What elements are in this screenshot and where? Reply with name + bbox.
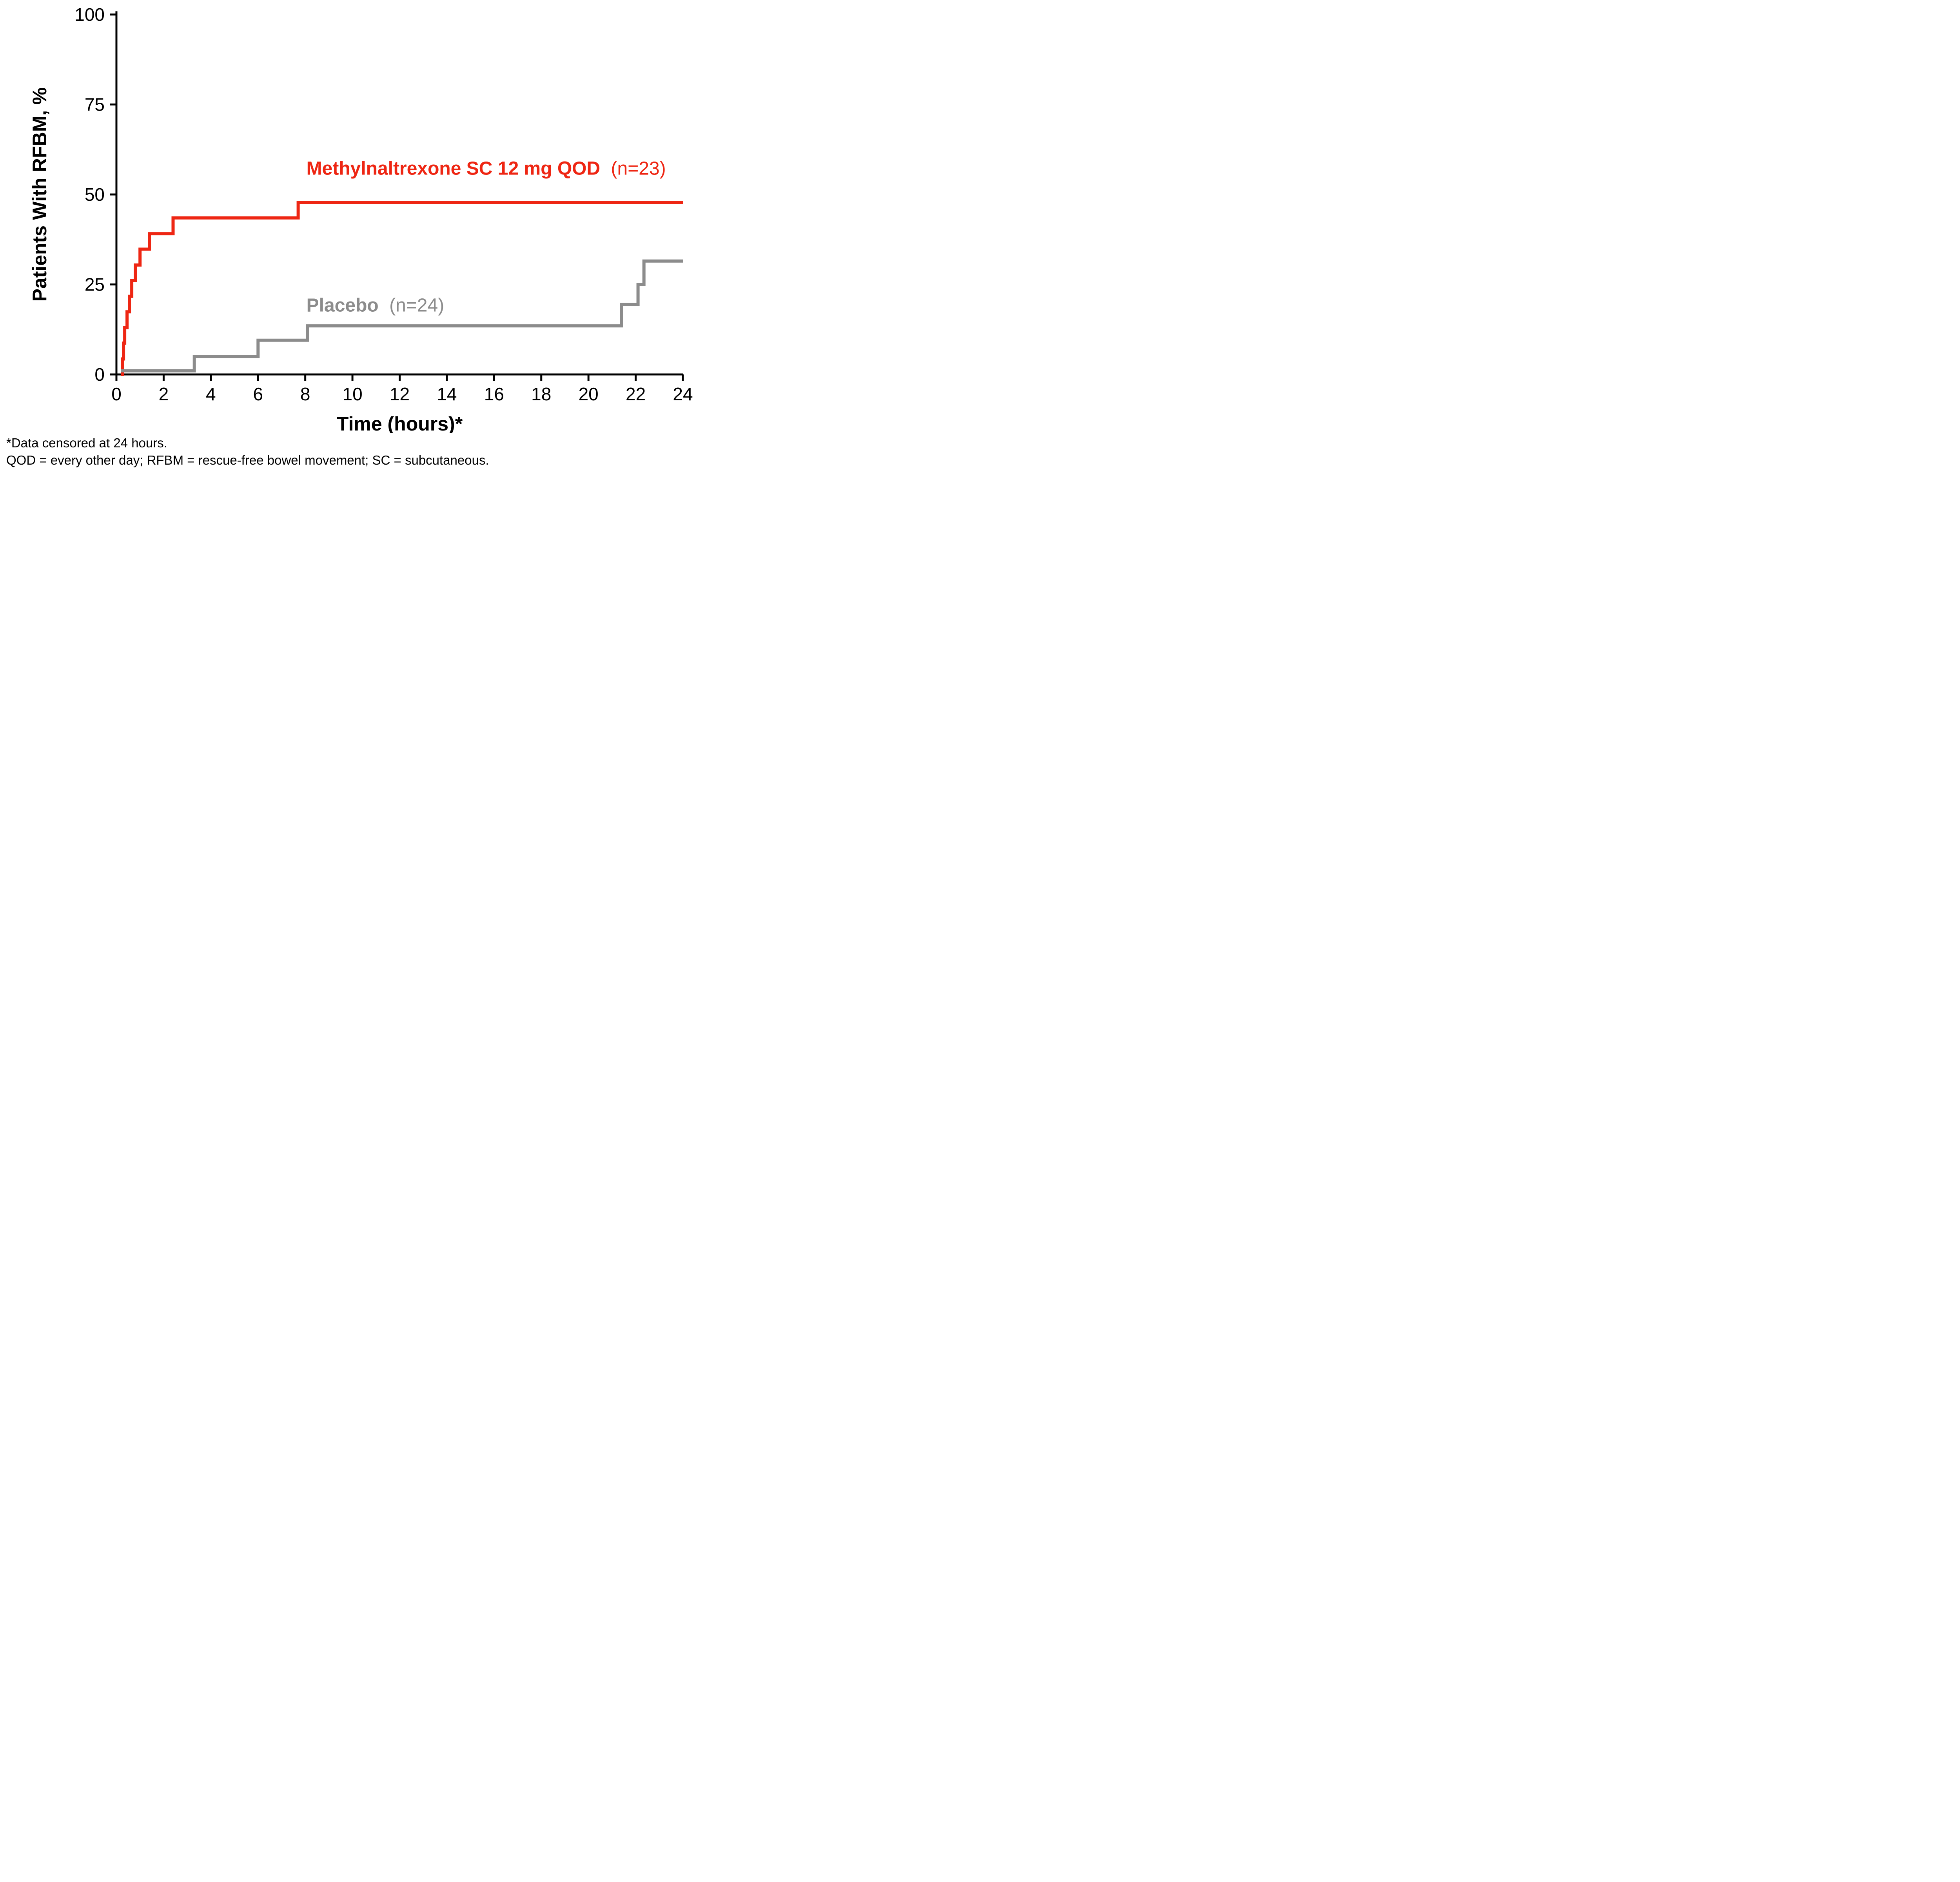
x-tick-label: 18 [531,384,551,404]
x-tick-label: 0 [111,384,122,404]
x-tick-label: 6 [253,384,263,404]
footnotes: *Data censored at 24 hours. QOD = every … [6,434,489,469]
x-tick-label: 22 [626,384,646,404]
series-1-n: (n=24) [389,295,444,316]
series-label-placebo: Placebo (n=24) [307,295,445,316]
y-tick-label: 0 [94,364,105,385]
x-tick-label: 2 [159,384,169,404]
y-tick-label: 25 [85,274,105,295]
series-1-name: Placebo [307,295,379,316]
x-tick-label: 24 [673,384,693,404]
x-tick-label: 14 [437,384,457,404]
footnote-censored: *Data censored at 24 hours. [6,436,167,450]
y-tick-label: 75 [85,94,105,115]
survival-curves [121,201,683,376]
series-0-name: Methylnaltrexone SC 12 mg QOD [307,158,601,179]
y-tick-label: 50 [85,184,105,205]
y-tick-label: 100 [74,4,105,25]
series-curve-0 [121,201,683,376]
x-tick-label: 10 [342,384,362,404]
series-label-methylnaltrexone: Methylnaltrexone SC 12 mg QOD (n=23) [307,158,666,179]
series-curve-1 [121,259,683,372]
x-tick-label: 16 [484,384,504,404]
x-tick-label: 4 [206,384,216,404]
series-0-n: (n=23) [611,158,666,179]
x-tick-label: 8 [300,384,310,404]
x-tick-label: 12 [390,384,410,404]
chart-page: 0 2 4 6 8 10 12 14 16 18 20 22 24 0 25 50 75 100 Patients… [0,0,706,470]
y-axis-label: Patients With RFBM, % [29,87,51,302]
footnote-abbreviations: QOD = every other day; RFBM = rescue-fre… [6,453,489,468]
x-tick-label: 20 [579,384,599,404]
x-axis-label: Time (hours)* [337,413,463,433]
